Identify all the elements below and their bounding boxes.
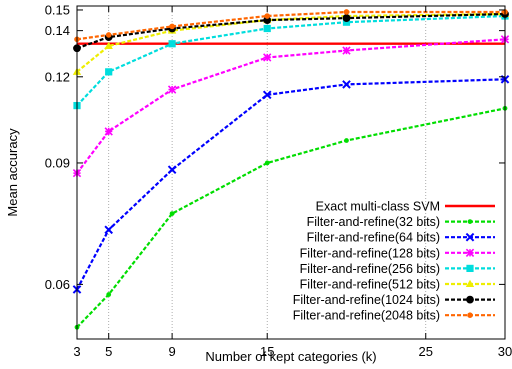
legend-marker [467,312,473,319]
data-point [104,127,113,136]
series-line [76,14,506,107]
x-tick-label: 25 [419,344,433,359]
series-5 [73,12,509,110]
legend-entry: Filter-and-refine(2048 bits) [293,309,495,323]
y-tick-label: 0.14 [45,23,70,38]
data-point [167,165,177,174]
y-tick-label: 0.15 [45,2,70,17]
x-tick-label: 15 [260,344,274,359]
legend-entry: Filter-and-refine(32 bits) [307,215,495,229]
series-8 [74,9,508,43]
legend-entry: Filter-and-refine(128 bits) [300,246,495,260]
legend: Exact multi-class SVMFilter-and-refine(3… [293,200,495,323]
marker-stroke [262,90,272,100]
y-tick-label: 0.06 [45,277,70,292]
series-line [76,10,505,41]
plot-series [72,9,510,330]
x-axis-title: Number of kept categories (k) [205,349,376,364]
marker-dot [343,9,350,15]
x-tick-label: 5 [105,344,112,359]
data-point [167,85,177,94]
y-tick-label: 0.09 [45,155,70,170]
data-point [169,23,175,30]
x-tick-label: 30 [498,344,512,359]
x-tick-label: 3 [73,344,80,359]
marker-stroke [342,80,351,89]
data-point [169,211,175,216]
marker-stroke [465,232,475,242]
data-point [342,46,351,55]
marker-dot [264,13,271,19]
data-point [263,53,272,62]
plot-frame [76,5,506,340]
legend-label: Filter-and-refine(512 bits) [300,278,440,292]
series-4 [72,35,510,178]
legend-marker [465,279,475,287]
legend-entry: Exact multi-class SVM [316,200,495,214]
legend-marker [465,248,475,257]
data-point [264,160,270,166]
data-point [105,32,112,38]
data-point [262,90,272,100]
legend-entry: Filter-and-refine(256 bits) [300,262,495,276]
legend-marker [465,232,475,242]
legend-entry: Filter-and-refine(1024 bits) [293,293,495,307]
series-2 [74,105,508,330]
legend-label: Filter-and-refine(64 bits) [307,231,440,245]
data-point [104,225,114,235]
y-axis-title: Mean accuracy [5,128,20,217]
legend-label: Filter-and-refine(256 bits) [300,262,440,276]
data-point [342,80,351,89]
legend-label: Filter-and-refine(1024 bits) [293,293,440,307]
legend-entry: Filter-and-refine(512 bits) [300,278,495,292]
data-point [104,41,113,49]
legend-entry: Filter-and-refine(64 bits) [307,231,495,245]
marker-dot [169,23,175,30]
data-point [264,13,271,19]
marker-dot [105,32,112,38]
series-line [76,78,506,290]
legend-label: Filter-and-refine(2048 bits) [293,309,440,323]
data-point [342,18,351,26]
legend-marker [466,295,474,304]
series-line [76,107,506,329]
series-3 [72,74,510,294]
marker-stroke [104,225,114,235]
legend-marker [467,219,473,225]
legend-label: Filter-and-refine(32 bits) [307,215,440,229]
marker-dot [467,312,473,319]
data-point [263,24,271,33]
legend-label: Filter-and-refine(128 bits) [300,246,440,260]
data-point [344,138,349,143]
data-point [105,68,113,76]
data-point [106,292,112,297]
legend-label: Exact multi-class SVM [316,200,440,214]
axis-ticks: 3 5 9 15 25 30 0.06 0.09 0.12 0.14 0.15 [45,2,512,359]
series-line [76,38,506,174]
data-point [342,14,351,22]
y-tick-label: 0.12 [45,69,70,84]
marker-stroke [167,165,177,174]
data-point [263,16,272,25]
legend-marker [466,264,474,272]
x-tick-label: 9 [168,344,175,359]
data-point [343,9,350,15]
data-point [168,40,176,48]
series-line [76,12,506,50]
